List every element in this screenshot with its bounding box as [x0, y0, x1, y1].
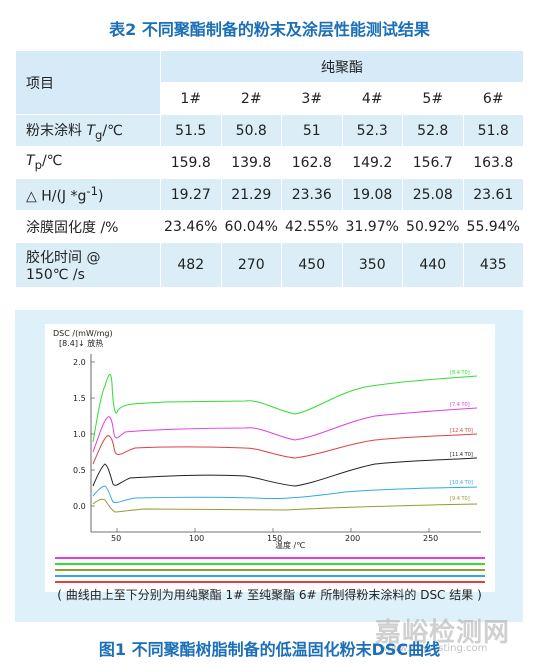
- column-header: 2#: [220, 82, 282, 115]
- row-label: 粉末涂料 Tg/℃: [15, 114, 161, 147]
- column-header: 5#: [402, 82, 464, 115]
- table-cell: 450: [281, 242, 343, 288]
- table-cell: 21.29: [220, 178, 282, 211]
- table-cell: 25.08: [402, 178, 464, 211]
- table-title: 表2 不同聚酯制备的粉末及涂层性能测试结果: [109, 20, 430, 39]
- y-ticks: 2.0 1.5 1.0 0.5 0.0: [73, 358, 95, 511]
- table-cell: 50.92%: [402, 210, 464, 243]
- row-label: △ H/(J *g-1): [15, 178, 161, 211]
- y-tick-label: 1.0: [73, 430, 86, 439]
- figure-frame: DSC /(mW/mg) [8.4]↓ 放热 2.0 1.5 1.0 0.5 0.0 5…: [15, 310, 523, 622]
- table-row: 胶化时间 @150℃ /s 482 270 450 350 440 435: [15, 242, 524, 288]
- table-row: △ H/(J *g-1) 19.27 21.29 23.36 19.08 25.08 23.…: [15, 178, 524, 211]
- exo-annotation: [8.4]↓ 放热: [59, 338, 103, 348]
- table-cell: 50.8: [220, 114, 282, 147]
- y-tick-label: 2.0: [73, 358, 86, 367]
- table-cell: 31.97%: [341, 210, 403, 243]
- table-row: 涂膜固化度 /% 23.46% 60.04% 42.55% 31.97% 50.92% 55…: [15, 210, 524, 243]
- x-tick-label: 50: [111, 534, 121, 543]
- curve-label: [11.4 T0]: [450, 452, 473, 458]
- x-tick-label: 250: [423, 534, 438, 543]
- table-row: 粉末涂料 Tg/℃ 51.5 50.8 51 52.3 52.8 51.8: [15, 114, 524, 147]
- instrument-legend: [55, 552, 485, 588]
- watermark-logo: 嘉峪检测网: [375, 618, 511, 648]
- table-row: Tp/℃ 159.8 139.8 162.8 149.2 156.7 163.8: [15, 146, 524, 179]
- dsc-curve-6: [92, 498, 478, 513]
- dsc-curve-1: [92, 374, 478, 443]
- dsc-curve-3: [92, 433, 478, 465]
- y-tick-label: 0.0: [73, 502, 86, 511]
- table-cell: 156.7: [402, 146, 464, 179]
- table-cell: 52.8: [402, 114, 464, 147]
- table-cell: 52.3: [341, 114, 403, 147]
- row-label: Tp/℃: [15, 146, 161, 179]
- table-cell: 440: [402, 242, 464, 288]
- x-tick-label: 150: [267, 534, 282, 543]
- table-cell: 51.8: [462, 114, 524, 147]
- figure-title: 图1 不同聚酯树脂制备的低温固化粉末DSC曲线: [98, 640, 441, 659]
- table-cell: 19.08: [341, 178, 403, 211]
- table-cell: 149.2: [341, 146, 403, 179]
- dsc-curve-5: [92, 485, 478, 503]
- table-cell: 51.5: [160, 114, 222, 147]
- table-cell: 139.8: [220, 146, 282, 179]
- table-cell: 55.94%: [462, 210, 524, 243]
- curve-labels: [8.4 T0] [7.4 T0] [12.4 T0] [11.4 T0] [10.4 …: [450, 370, 473, 502]
- curve-label: [10.4 T0]: [450, 480, 473, 486]
- table-cell: 23.36: [281, 178, 343, 211]
- table-cell: 23.61: [462, 178, 524, 211]
- header-item: 项目: [15, 50, 161, 115]
- table-cell: 350: [341, 242, 403, 288]
- table-cell: 19.27: [160, 178, 222, 211]
- table-cell: 162.8: [281, 146, 343, 179]
- table-cell: 159.8: [160, 146, 222, 179]
- curve-label: [8.4 T0]: [450, 370, 470, 376]
- performance-table: 项目 纯聚酯 1# 2# 3# 4# 5# 6# 粉末涂料 Tg/℃ 51.5 50.8 51 5…: [15, 50, 524, 288]
- x-axis-label: 温度 /℃: [275, 540, 305, 550]
- table-cell: 23.46%: [160, 210, 222, 243]
- table-cell: 482: [160, 242, 222, 288]
- x-ticks: 50 100 150 200 250: [111, 528, 438, 543]
- row-label: 胶化时间 @150℃ /s: [15, 242, 161, 288]
- table-cell: 42.55%: [281, 210, 343, 243]
- column-header: 3#: [281, 82, 343, 115]
- column-header-row: 1# 2# 3# 4# 5# 6#: [16, 82, 524, 115]
- x-tick-label: 100: [189, 534, 204, 543]
- figure-caption: ( 曲线由上至下分别为用纯聚酯 1# 至纯聚酯 6# 所制得粉末涂料的 DSC …: [57, 588, 482, 602]
- y-tick-label: 0.5: [73, 466, 86, 475]
- watermark-url: www.anytesting.com: [383, 643, 488, 654]
- y-tick-label: 1.5: [73, 394, 86, 403]
- table-cell: 60.04%: [220, 210, 282, 243]
- column-header: 6#: [462, 82, 524, 115]
- column-header: 1#: [160, 82, 222, 115]
- table-header-row: 项目 纯聚酯: [15, 50, 524, 115]
- table-cell: 270: [220, 242, 282, 288]
- table-cell: 51: [281, 114, 343, 147]
- x-tick-label: 200: [345, 534, 360, 543]
- dsc-chart-area: DSC /(mW/mg) [8.4]↓ 放热 2.0 1.5 1.0 0.5 0.0 5…: [45, 324, 495, 592]
- y-axis-label: DSC /(mW/mg): [53, 329, 113, 338]
- row-label: 涂膜固化度 /%: [15, 210, 161, 243]
- curve-label: [9.4 T0]: [450, 496, 470, 502]
- table-cell: 163.8: [462, 146, 524, 179]
- column-header: 4#: [341, 82, 403, 115]
- curve-label: [7.4 T0]: [450, 402, 470, 408]
- curve-label: [12.4 T0]: [450, 428, 473, 434]
- dsc-curve-4: [92, 457, 478, 487]
- dsc-curve-2: [92, 407, 478, 453]
- header-group: 纯聚酯: [160, 50, 524, 83]
- dsc-chart: DSC /(mW/mg) [8.4]↓ 放热 2.0 1.5 1.0 0.5 0.0 5…: [53, 329, 485, 588]
- table-cell: 435: [462, 242, 524, 288]
